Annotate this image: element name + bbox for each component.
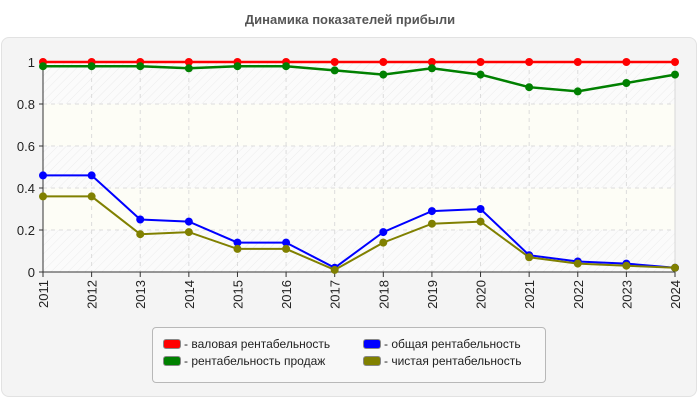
x-tick-label: 2024 xyxy=(668,280,683,309)
data-point[interactable] xyxy=(39,62,47,71)
data-point[interactable] xyxy=(427,219,436,228)
data-point[interactable] xyxy=(427,64,436,73)
data-point[interactable] xyxy=(330,58,339,66)
data-point[interactable] xyxy=(573,58,582,66)
series-line xyxy=(43,174,676,269)
x-tick-label: 2022 xyxy=(571,280,586,309)
data-point[interactable] xyxy=(671,263,679,272)
plot-area: 0 0.2 0.4 0.6 0.8 1 2011 2012 2013 2014 2015 2016 20… xyxy=(17,55,683,309)
legend-swatch-icon xyxy=(363,339,381,349)
chart-title: Динамика показателей прибыли xyxy=(244,12,456,27)
data-point[interactable] xyxy=(184,58,193,66)
legend-item-overall: - общая рентабельность xyxy=(363,336,521,352)
y-tick-label: 0 xyxy=(28,265,35,280)
data-point[interactable] xyxy=(525,253,534,262)
data-point[interactable] xyxy=(573,87,582,96)
legend-item-net: - чистая рентабельность xyxy=(363,353,521,369)
data-point[interactable] xyxy=(622,58,631,66)
x-tick-label: 2015 xyxy=(230,280,245,309)
x-tick-label: 2020 xyxy=(474,280,489,309)
data-point[interactable] xyxy=(379,58,388,66)
data-point[interactable] xyxy=(184,217,193,226)
series-line xyxy=(43,64,676,93)
x-tick-label: 2021 xyxy=(522,280,537,309)
y-tick-label: 0.8 xyxy=(17,97,35,112)
plot-band xyxy=(43,104,675,146)
legend-item-sales: - рентабельность продаж xyxy=(163,353,325,369)
data-point[interactable] xyxy=(379,70,388,79)
x-tick-label: 2023 xyxy=(619,280,634,309)
data-point[interactable] xyxy=(233,62,242,71)
data-point[interactable] xyxy=(671,58,679,66)
data-point[interactable] xyxy=(87,192,96,201)
data-point[interactable] xyxy=(476,58,485,66)
x-tick-label: 2017 xyxy=(328,280,343,309)
plot-band xyxy=(43,62,675,104)
data-point[interactable] xyxy=(379,228,388,237)
data-point[interactable] xyxy=(622,79,631,87)
data-point[interactable] xyxy=(525,58,534,66)
data-point[interactable] xyxy=(282,244,291,253)
data-point[interactable] xyxy=(379,238,388,247)
data-point[interactable] xyxy=(87,62,96,71)
legend-item-gross: - валовая рентабельность xyxy=(163,336,330,352)
x-tick-label: 2011 xyxy=(36,280,51,308)
data-point[interactable] xyxy=(671,70,679,79)
data-point[interactable] xyxy=(330,66,339,75)
legend-label: - валовая рентабельность xyxy=(184,337,331,351)
legend: - валовая рентабельность - общая рентабе… xyxy=(152,327,546,383)
data-point[interactable] xyxy=(525,83,534,92)
data-point[interactable] xyxy=(233,244,242,253)
legend-label: - рентабельность продаж xyxy=(184,354,326,368)
data-point[interactable] xyxy=(136,230,145,239)
y-tick-label: 1 xyxy=(28,55,35,70)
data-point[interactable] xyxy=(136,215,145,224)
data-point[interactable] xyxy=(136,62,145,71)
x-tick-label: 2014 xyxy=(182,280,197,309)
legend-swatch-icon xyxy=(163,339,181,349)
data-point[interactable] xyxy=(476,205,485,213)
data-point[interactable] xyxy=(282,62,291,71)
data-point[interactable] xyxy=(39,192,47,201)
data-point[interactable] xyxy=(427,58,436,66)
data-point[interactable] xyxy=(184,228,193,237)
data-point[interactable] xyxy=(330,265,339,274)
data-point[interactable] xyxy=(39,171,47,180)
data-point[interactable] xyxy=(233,238,242,247)
data-point[interactable] xyxy=(427,207,436,216)
legend-swatch-icon xyxy=(163,356,181,366)
data-point[interactable] xyxy=(622,261,631,270)
legend-swatch-icon xyxy=(363,356,381,366)
data-point[interactable] xyxy=(476,217,485,226)
plot-band xyxy=(43,188,675,230)
x-tick-label: 2013 xyxy=(133,280,148,309)
y-tick-label: 0.2 xyxy=(17,223,35,238)
legend-label: - чистая рентабельность xyxy=(384,354,522,368)
data-point[interactable] xyxy=(282,238,291,247)
plot-band xyxy=(43,146,675,188)
y-tick-label: 0.4 xyxy=(17,181,35,196)
x-tick-label: 2016 xyxy=(279,280,294,309)
series-line xyxy=(43,195,676,272)
data-point[interactable] xyxy=(476,70,485,79)
x-tick-label: 2012 xyxy=(85,280,100,309)
data-point[interactable] xyxy=(184,64,193,73)
legend-label: - общая рентабельность xyxy=(384,337,521,351)
data-point[interactable] xyxy=(87,171,96,180)
x-tick-label: 2019 xyxy=(425,280,440,309)
data-point[interactable] xyxy=(573,259,582,268)
y-tick-label: 0.6 xyxy=(17,139,35,154)
x-tick-label: 2018 xyxy=(376,280,391,309)
